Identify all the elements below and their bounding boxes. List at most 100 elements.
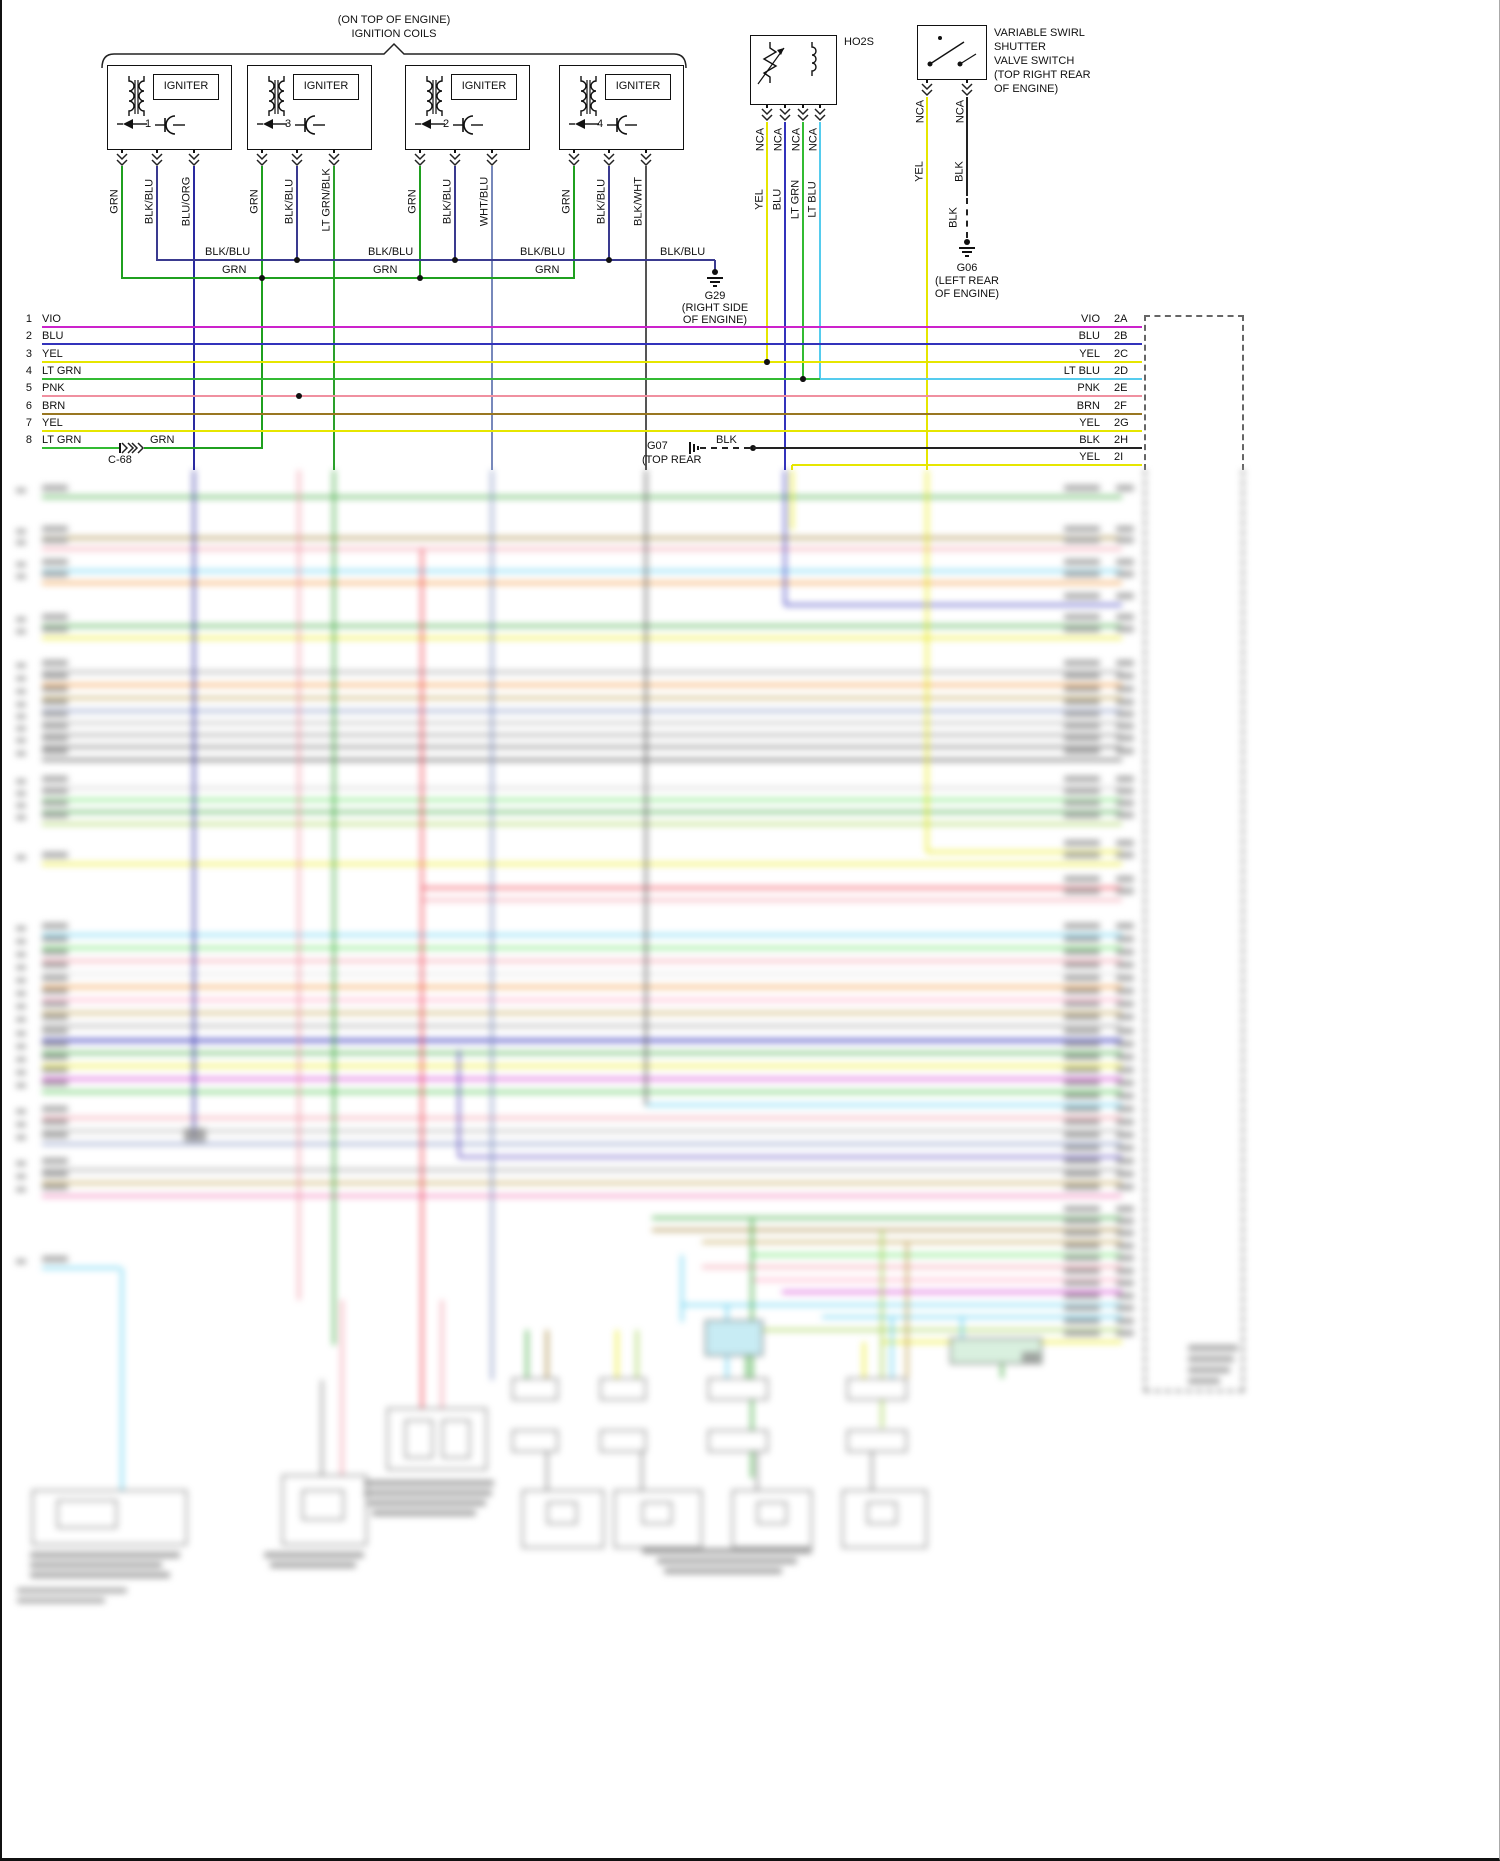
blurred-component-box — [757, 1502, 787, 1524]
blurred-text — [42, 1171, 68, 1177]
blurred-text — [42, 626, 68, 632]
blurred-text — [1064, 800, 1100, 806]
wire-line-v — [321, 1380, 323, 1475]
coil-number: 4 — [597, 118, 604, 130]
blurred-text — [364, 1490, 492, 1496]
wire-label-vertical: BLU — [771, 188, 784, 211]
blurred-text — [1064, 699, 1100, 705]
blurred-text — [1116, 1106, 1134, 1112]
connector-chevron-icon — [188, 153, 200, 167]
blurred-text — [1116, 988, 1134, 994]
row-number: 7 — [25, 417, 32, 429]
row-left-label: PNK — [42, 382, 65, 394]
blurred-text — [42, 949, 68, 955]
wire-line-h — [42, 947, 1122, 949]
igniter-inner-box — [451, 74, 517, 100]
blurred-text — [1116, 699, 1134, 705]
blurred-text — [42, 686, 68, 692]
row-right-label: BLU — [1078, 330, 1100, 342]
wire-line-h — [459, 1156, 1122, 1158]
connector-chevron-icon — [116, 153, 128, 167]
wire-label-vertical: LT GRN — [789, 179, 802, 220]
blurred-text — [1116, 686, 1134, 692]
blurred-text — [1064, 1330, 1100, 1336]
wire-line-v — [791, 470, 793, 530]
blurred-text — [1116, 962, 1134, 968]
blurred-text — [1064, 988, 1100, 994]
wire-line-h — [42, 787, 1122, 789]
row-pin-label: 2C — [1114, 348, 1129, 360]
blurred-text — [1116, 571, 1134, 577]
igniter-inner-box — [293, 74, 359, 100]
coil-number: 2 — [443, 118, 450, 130]
brace-icon — [101, 42, 687, 69]
blurred-text — [42, 788, 68, 794]
blurred-text — [42, 485, 68, 491]
blurred-text — [1064, 1158, 1100, 1164]
wire-line-h — [42, 863, 1122, 865]
blurred-text — [1188, 1378, 1220, 1384]
blurred-text — [42, 1054, 68, 1060]
blurred-text — [16, 1135, 26, 1140]
blurred-text — [42, 776, 68, 782]
blurred-text — [42, 852, 68, 858]
blurred-component-box — [512, 1430, 558, 1452]
wire-line-v — [784, 105, 786, 108]
row-pin-label: 2D — [1114, 365, 1129, 377]
blurred-text — [1064, 735, 1100, 741]
blurred-component-box — [708, 1378, 768, 1400]
wire-line-v — [419, 166, 421, 279]
row-right-label: YEL — [1079, 417, 1100, 429]
wire-line-v — [802, 105, 804, 108]
wire-line-v — [693, 444, 695, 452]
o2-sensor-symbol-icon — [757, 42, 817, 85]
ground-g29-name: G29 — [704, 290, 726, 302]
blurred-text — [642, 1548, 812, 1554]
wire-line-h — [42, 759, 1122, 761]
blurred-text — [1116, 1093, 1134, 1099]
wire-line-h — [42, 799, 1122, 801]
blurred-text — [42, 1080, 68, 1086]
connector-chevron-icon — [797, 108, 809, 122]
connector-chevron-icon — [151, 153, 163, 167]
blurred-text — [16, 738, 26, 743]
wire-label-vertical: BLK/WHT — [632, 177, 645, 226]
blurred-component-box — [547, 1502, 577, 1524]
wire-line-v — [784, 470, 786, 605]
row-right-label: PNK — [1077, 382, 1100, 394]
blurred-text — [1116, 711, 1134, 717]
wire-line-h — [822, 1316, 1122, 1318]
wire-line-v — [819, 105, 821, 108]
blurred-text — [1116, 923, 1134, 929]
blurred-component-box — [847, 1378, 907, 1400]
row-number: 6 — [25, 400, 32, 412]
blurred-text — [1116, 1268, 1134, 1274]
blurred-text — [16, 714, 26, 719]
blurred-text — [1116, 852, 1134, 858]
blurred-text — [16, 1109, 26, 1114]
blurred-component-box — [867, 1502, 897, 1524]
row-right-label: YEL — [1079, 451, 1100, 463]
blurred-text — [16, 702, 26, 707]
blurred-component-box — [705, 1320, 763, 1356]
wire-line-v — [333, 166, 335, 470]
wire-line-v — [491, 150, 493, 153]
wire-line-v — [645, 150, 647, 153]
wire-line-v — [261, 166, 263, 449]
blurred-text — [1116, 660, 1134, 666]
blurred-text — [16, 689, 26, 694]
diagram-title-line1: (ON TOP OF ENGINE) — [337, 14, 451, 26]
wire-label: BLK — [716, 434, 737, 446]
row-left-label: VIO — [42, 313, 61, 325]
wire-line-v — [791, 465, 793, 470]
connector-chevron-icon — [568, 153, 580, 167]
blurred-text — [372, 1510, 476, 1516]
connector-chevron-icon — [131, 442, 145, 454]
row-pin-label: 2B — [1114, 330, 1128, 342]
wire-label-vertical: WHT/BLU — [478, 176, 491, 227]
blurred-text — [1064, 1184, 1100, 1190]
wire-line-h — [42, 1182, 1122, 1184]
blurred-text — [1064, 711, 1100, 717]
wire-line-h — [42, 1012, 1122, 1014]
blurred-text — [1064, 1280, 1100, 1286]
